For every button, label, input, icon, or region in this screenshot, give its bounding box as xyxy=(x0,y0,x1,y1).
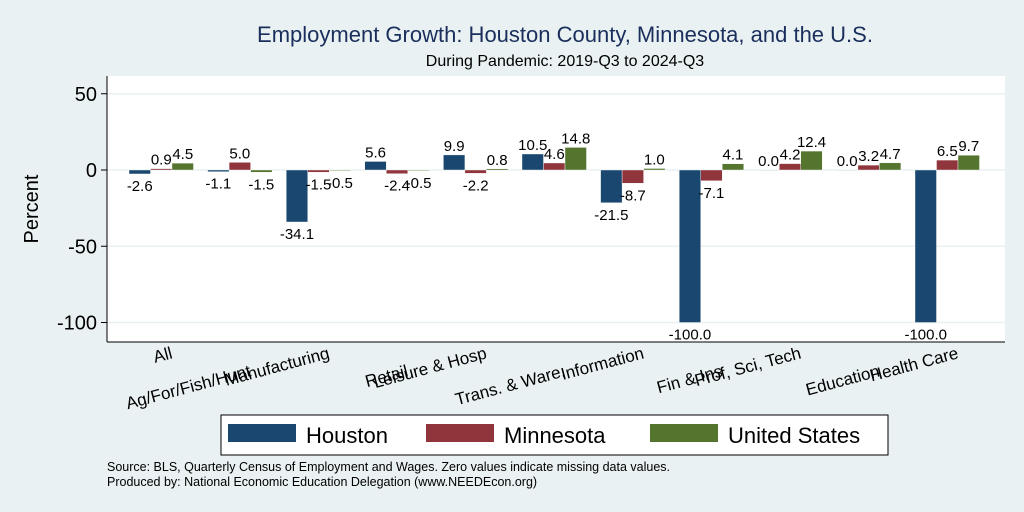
data-label: -0.5 xyxy=(406,175,432,192)
data-label: -100.0 xyxy=(904,327,947,344)
bar-united-states xyxy=(957,155,980,171)
data-label: -34.1 xyxy=(280,226,314,243)
bar-united-states xyxy=(643,168,666,171)
category-label: Health Care xyxy=(868,344,961,386)
bar-united-states xyxy=(407,169,430,171)
bar-houston xyxy=(600,169,623,203)
data-label: -100.0 xyxy=(669,327,712,344)
bar-houston xyxy=(836,169,859,171)
data-label: -2.2 xyxy=(463,177,489,194)
y-axis-label: Percent xyxy=(21,174,43,243)
data-label: 4.2 xyxy=(780,147,801,164)
bar-houston xyxy=(521,153,544,171)
bar-houston xyxy=(286,169,308,223)
bar-united-states xyxy=(250,169,273,173)
bar-united-states xyxy=(329,169,351,171)
bar-minnesota xyxy=(857,164,880,171)
legend-swatch-houston xyxy=(228,424,296,442)
category-label: Manufacturing xyxy=(223,344,332,390)
data-label: 12.4 xyxy=(797,134,826,151)
data-label: -21.5 xyxy=(594,207,628,224)
bar-minnesota xyxy=(228,162,251,171)
data-label: -0.5 xyxy=(327,175,353,192)
bar-united-states xyxy=(800,150,823,171)
data-label: 14.8 xyxy=(561,130,590,147)
data-label: -7.1 xyxy=(699,185,725,202)
data-label: 9.9 xyxy=(444,138,465,155)
bar-minnesota xyxy=(543,162,566,171)
legend-label: Houston xyxy=(306,423,388,448)
bar-minnesota xyxy=(307,169,330,173)
y-tick-label: -100 xyxy=(57,313,97,335)
legend-swatch-minnesota xyxy=(426,424,494,442)
data-label: 4.5 xyxy=(172,146,193,163)
legend-swatch-united-states xyxy=(650,424,718,442)
data-label: 3.2 xyxy=(858,148,879,165)
legend-box xyxy=(220,414,889,456)
category-label: All xyxy=(151,344,174,367)
category-label: Prof, Sci, Tech xyxy=(693,344,803,391)
data-label: 4.7 xyxy=(880,146,901,163)
bar-houston xyxy=(679,169,701,323)
bar-houston xyxy=(443,154,466,171)
bar-minnesota xyxy=(386,169,408,174)
bar-minnesota xyxy=(464,169,487,174)
data-label: 1.0 xyxy=(644,151,665,168)
bar-houston xyxy=(914,169,937,323)
producer-note: Produced by: National Economic Education… xyxy=(107,475,537,489)
y-tick-label: 50 xyxy=(75,84,97,106)
bar-houston xyxy=(364,161,387,171)
bar-minnesota xyxy=(150,168,173,171)
data-label: 5.6 xyxy=(365,144,386,161)
y-tick-label: 0 xyxy=(86,160,97,182)
legend: Houston Minnesota United States xyxy=(220,414,889,456)
chart-subtitle: During Pandemic: 2019-Q3 to 2024-Q3 xyxy=(426,53,704,70)
data-label: 0.8 xyxy=(487,152,508,169)
category-label: Information xyxy=(559,344,646,384)
plot-area xyxy=(107,76,1005,342)
category-label: Trans. & Ware. xyxy=(453,362,567,410)
bar-minnesota xyxy=(700,169,723,182)
bar-united-states xyxy=(564,147,587,171)
data-label: -8.7 xyxy=(620,187,646,204)
data-label: 6.5 xyxy=(937,143,958,160)
data-label: 5.0 xyxy=(229,145,250,162)
data-label: 0.0 xyxy=(837,153,858,170)
bar-houston xyxy=(128,169,151,175)
data-label: -1.5 xyxy=(306,176,332,193)
bars xyxy=(128,147,980,323)
data-label: -2.4 xyxy=(384,178,410,195)
data-label: -2.6 xyxy=(127,178,153,195)
bar-united-states xyxy=(171,162,194,171)
bar-houston xyxy=(757,169,780,171)
data-label: 0.0 xyxy=(758,153,779,170)
data-label: -1.1 xyxy=(205,176,231,193)
data-label: 10.5 xyxy=(518,137,547,154)
legend-label: United States xyxy=(728,423,860,448)
data-label: 4.1 xyxy=(723,147,744,164)
legend-label: Minnesota xyxy=(504,423,606,448)
data-label: 9.7 xyxy=(958,138,979,155)
bar-minnesota xyxy=(936,159,959,171)
chart-title: Employment Growth: Houston County, Minne… xyxy=(257,22,873,47)
source-note: Source: BLS, Quarterly Census of Employm… xyxy=(107,460,670,474)
data-labels: -2.60.9 4.5-1.15.0-1.5-34.1-1.5-0.55.6-2.… xyxy=(127,130,979,343)
bar-united-states xyxy=(879,162,902,171)
bar-minnesota xyxy=(779,163,801,171)
bar-united-states xyxy=(722,163,744,171)
data-label: 0.9 xyxy=(151,152,172,169)
data-label: 4.6 xyxy=(544,146,565,163)
bar-minnesota xyxy=(621,169,644,184)
data-label: -1.5 xyxy=(248,176,274,193)
y-ticks: 50 0 -50 -100 xyxy=(57,84,107,335)
bar-houston xyxy=(207,169,230,172)
y-tick-label: -50 xyxy=(68,236,97,258)
bar-united-states xyxy=(486,168,509,171)
